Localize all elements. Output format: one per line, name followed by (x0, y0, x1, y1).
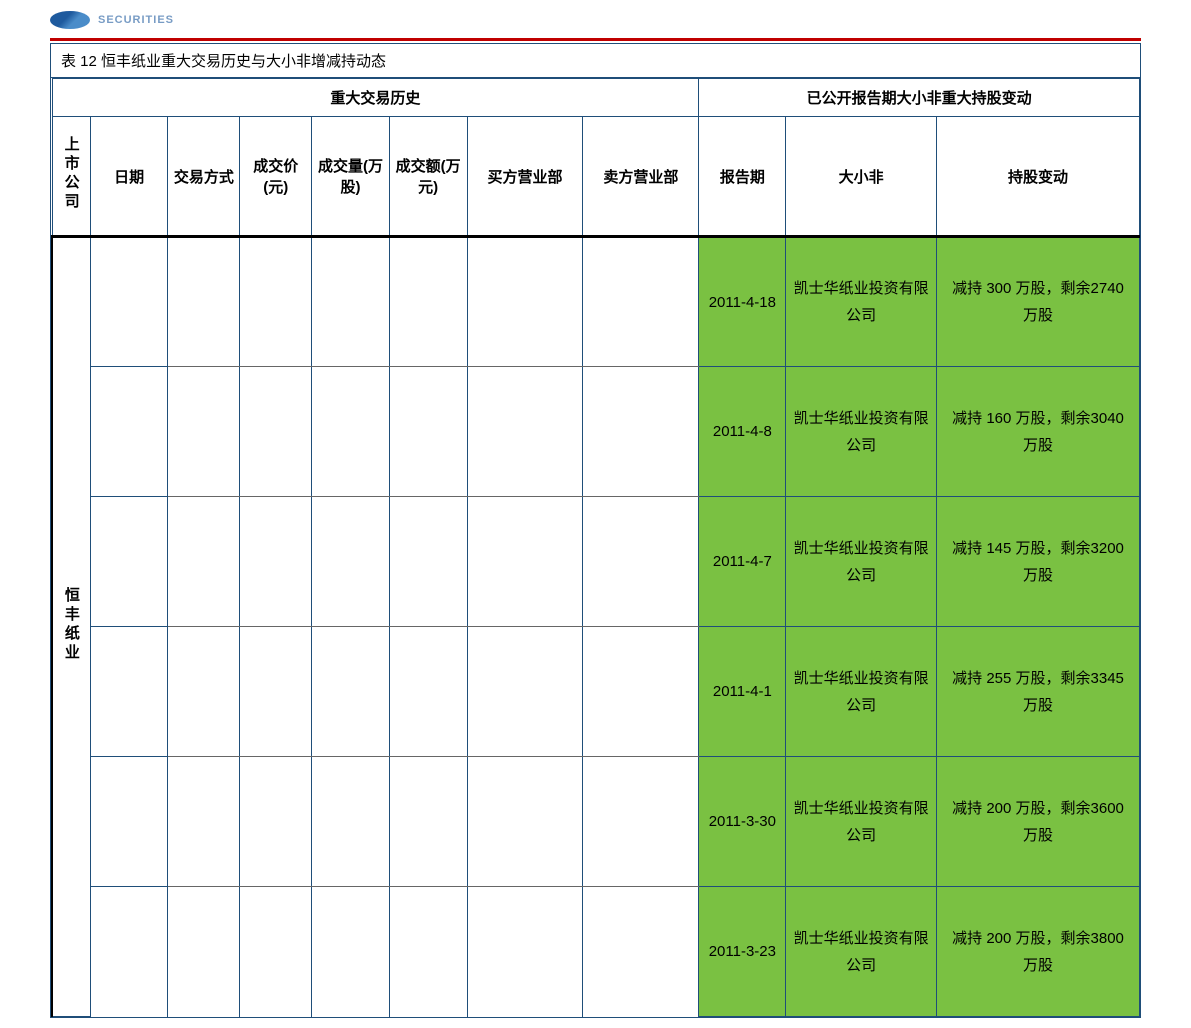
empty-cell (168, 887, 240, 1017)
section-header-left: 重大交易历史 (52, 79, 699, 117)
empty-cell (90, 887, 168, 1017)
empty-cell (583, 367, 699, 497)
change-cell: 减持 300 万股，剩余2740 万股 (937, 237, 1140, 367)
empty-cell (240, 237, 312, 367)
empty-cell (312, 627, 390, 757)
top-red-line (50, 38, 1141, 41)
empty-cell (312, 497, 390, 627)
change-cell: 减持 200 万股，剩余3800 万股 (937, 887, 1140, 1017)
col-h-company: 上市公司 (52, 117, 90, 237)
table-body: 恒丰纸业2011-4-18凯士华纸业投资有限公司减持 300 万股，剩余2740… (52, 237, 1140, 1017)
report-period-cell: 2011-4-7 (699, 497, 786, 627)
empty-cell (389, 497, 467, 627)
col-h-buyer: 买方营业部 (467, 117, 583, 237)
empty-cell (467, 757, 583, 887)
col-h-report: 报告期 (699, 117, 786, 237)
empty-cell (240, 367, 312, 497)
empty-cell (467, 887, 583, 1017)
section-header-row: 重大交易历史 已公开报告期大小非重大持股变动 (52, 79, 1140, 117)
col-h-type: 交易方式 (168, 117, 240, 237)
col-h-vol: 成交量(万股) (312, 117, 390, 237)
data-table: 重大交易历史 已公开报告期大小非重大持股变动 上市公司 日期 交易方式 成交价(… (51, 78, 1140, 1017)
empty-cell (583, 627, 699, 757)
empty-cell (389, 887, 467, 1017)
empty-cell (583, 887, 699, 1017)
empty-cell (312, 887, 390, 1017)
col-h-holder: 大小非 (786, 117, 937, 237)
empty-cell (312, 237, 390, 367)
change-cell: 减持 160 万股，剩余3040 万股 (937, 367, 1140, 497)
empty-cell (583, 497, 699, 627)
table-row: 2011-3-30凯士华纸业投资有限公司减持 200 万股，剩余3600 万股 (52, 757, 1140, 887)
empty-cell (240, 627, 312, 757)
table-row: 2011-4-8凯士华纸业投资有限公司减持 160 万股，剩余3040 万股 (52, 367, 1140, 497)
company-name-cell: 恒丰纸业 (52, 237, 90, 1017)
report-period-cell: 2011-3-30 (699, 757, 786, 887)
holder-cell: 凯士华纸业投资有限公司 (786, 497, 937, 627)
empty-cell (90, 627, 168, 757)
empty-cell (168, 757, 240, 887)
empty-cell (90, 757, 168, 887)
empty-cell (389, 237, 467, 367)
change-cell: 减持 145 万股，剩余3200 万股 (937, 497, 1140, 627)
empty-cell (168, 627, 240, 757)
empty-cell (90, 367, 168, 497)
col-h-date: 日期 (90, 117, 168, 237)
change-cell: 减持 200 万股，剩余3600 万股 (937, 757, 1140, 887)
table-row: 2011-4-1凯士华纸业投资有限公司减持 255 万股，剩余3345 万股 (52, 627, 1140, 757)
holder-cell: 凯士华纸业投资有限公司 (786, 367, 937, 497)
report-period-cell: 2011-4-8 (699, 367, 786, 497)
empty-cell (583, 757, 699, 887)
table-container: 表 12 恒丰纸业重大交易历史与大小非增减持动态 重大交易历史 已公开报告期大小… (50, 43, 1141, 1018)
table-row: 2011-3-23凯士华纸业投资有限公司减持 200 万股，剩余3800 万股 (52, 887, 1140, 1017)
empty-cell (168, 497, 240, 627)
empty-cell (467, 627, 583, 757)
empty-cell (240, 757, 312, 887)
empty-cell (240, 887, 312, 1017)
holder-cell: 凯士华纸业投资有限公司 (786, 757, 937, 887)
empty-cell (240, 497, 312, 627)
empty-cell (168, 367, 240, 497)
empty-cell (583, 237, 699, 367)
col-h-amount: 成交额(万元) (389, 117, 467, 237)
table-title: 表 12 恒丰纸业重大交易历史与大小非增减持动态 (51, 44, 1140, 78)
empty-cell (389, 627, 467, 757)
table-row: 2011-4-7凯士华纸业投资有限公司减持 145 万股，剩余3200 万股 (52, 497, 1140, 627)
empty-cell (389, 757, 467, 887)
change-cell: 减持 255 万股，剩余3345 万股 (937, 627, 1140, 757)
empty-cell (90, 237, 168, 367)
logo-bar: SECURITIES (50, 10, 1141, 30)
empty-cell (168, 237, 240, 367)
empty-cell (467, 367, 583, 497)
holder-cell: 凯士华纸业投资有限公司 (786, 627, 937, 757)
section-header-right: 已公开报告期大小非重大持股变动 (699, 79, 1140, 117)
empty-cell (467, 497, 583, 627)
report-period-cell: 2011-4-18 (699, 237, 786, 367)
col-h-seller: 卖方营业部 (583, 117, 699, 237)
holder-cell: 凯士华纸业投资有限公司 (786, 887, 937, 1017)
report-period-cell: 2011-4-1 (699, 627, 786, 757)
column-header-row: 上市公司 日期 交易方式 成交价(元) 成交量(万股) 成交额(万元) 买方营业… (52, 117, 1140, 237)
empty-cell (389, 367, 467, 497)
empty-cell (90, 497, 168, 627)
col-h-price: 成交价(元) (240, 117, 312, 237)
empty-cell (467, 237, 583, 367)
empty-cell (312, 367, 390, 497)
logo-icon (50, 11, 90, 29)
col-h-change: 持股变动 (937, 117, 1140, 237)
logo-text: SECURITIES (98, 14, 174, 26)
empty-cell (312, 757, 390, 887)
report-period-cell: 2011-3-23 (699, 887, 786, 1017)
holder-cell: 凯士华纸业投资有限公司 (786, 237, 937, 367)
table-row: 恒丰纸业2011-4-18凯士华纸业投资有限公司减持 300 万股，剩余2740… (52, 237, 1140, 367)
